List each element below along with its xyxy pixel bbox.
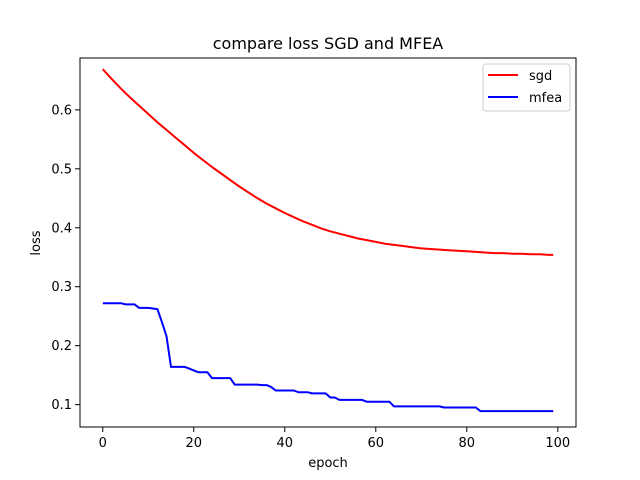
y-tick-label: 0.1 [51,398,72,413]
y-tick-label: 0.2 [51,339,72,354]
y-tick-label: 0.4 [51,221,72,236]
legend-label-sgd: sgd [529,69,552,84]
legend: sgd mfea [482,63,571,112]
legend-label-mfea: mfea [529,91,562,106]
x-tick-label: 100 [545,436,570,451]
chart-title: compare loss SGD and MFEA [213,34,444,53]
x-tick-label: 0 [99,436,107,451]
x-axis: 0 20 40 60 80 100 [99,427,570,451]
axes-frame [79,57,577,428]
plot-area [102,68,554,413]
y-tick-label: 0.6 [51,103,72,118]
y-tick-label: 0.3 [51,280,72,295]
x-tick-label: 40 [276,436,293,451]
x-tick-label: 60 [368,436,385,451]
x-tick-label: 20 [185,436,202,451]
y-axis: 0.1 0.2 0.3 0.4 0.5 0.6 [51,103,80,413]
y-tick-label: 0.5 [51,162,72,177]
x-tick-label: 80 [459,436,476,451]
x-axis-label: epoch [308,456,348,471]
y-axis-label: loss [29,230,44,255]
series-line-mfea [102,302,554,413]
series-line-sgd [102,68,554,256]
